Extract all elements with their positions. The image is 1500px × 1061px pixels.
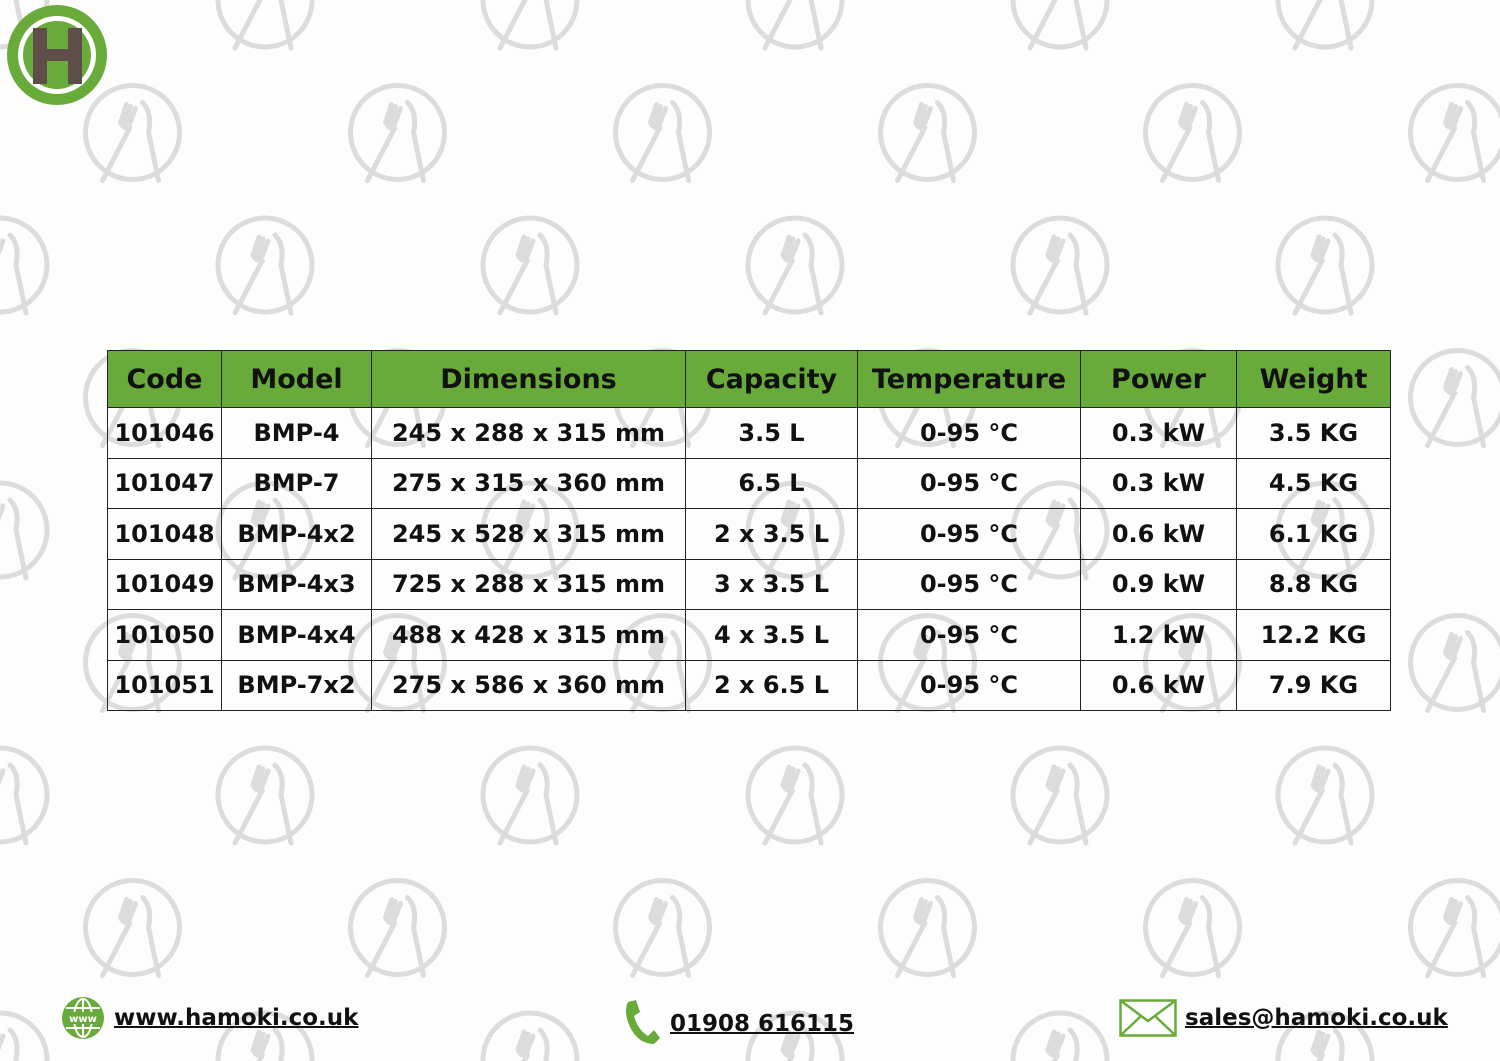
cell-model: BMP-4x2 — [221, 508, 372, 560]
table-row: 101046 BMP-4 245 x 288 x 315 mm 3.5 L 0-95 °… — [107, 407, 1391, 459]
footer-website[interactable]: www www.hamoki.co.uk — [60, 995, 358, 1041]
svg-text:www: www — [69, 1014, 97, 1025]
footer-phone[interactable]: 01908 616115 — [622, 998, 854, 1046]
cell-capacity: 2 x 6.5 L — [685, 659, 858, 711]
cell-dimensions: 488 x 428 x 315 mm — [371, 609, 686, 661]
cell-dimensions: 275 x 315 x 360 mm — [371, 457, 686, 509]
cell-model: BMP-7 — [221, 457, 372, 509]
cell-weight: 7.9 KG — [1236, 659, 1391, 711]
cell-capacity: 6.5 L — [685, 457, 858, 509]
cell-capacity: 2 x 3.5 L — [685, 508, 858, 560]
header-weight: Weight — [1236, 350, 1391, 408]
table-row: 101049 BMP-4x3 725 x 288 x 315 mm 3 x 3.5 L… — [107, 558, 1391, 610]
cell-capacity: 4 x 3.5 L — [685, 609, 858, 661]
cell-model: BMP-4x4 — [221, 609, 372, 661]
cell-power: 1.2 kW — [1080, 609, 1237, 661]
cell-power: 0.6 kW — [1080, 659, 1237, 711]
cell-capacity: 3.5 L — [685, 407, 858, 459]
cell-temperature: 0-95 °C — [857, 407, 1081, 459]
cell-dimensions: 245 x 528 x 315 mm — [371, 508, 686, 560]
cell-weight: 8.8 KG — [1236, 558, 1391, 610]
email-link[interactable]: sales@hamoki.co.uk — [1185, 1005, 1448, 1031]
table-row: 101050 BMP-4x4 488 x 428 x 315 mm 4 x 3.5 L… — [107, 609, 1391, 661]
header-code: Code — [107, 350, 222, 408]
cell-model: BMP-7x2 — [221, 659, 372, 711]
cell-power: 0.3 kW — [1080, 407, 1237, 459]
cell-power: 0.3 kW — [1080, 457, 1237, 509]
product-spec-table: Code Model Dimensions Capacity Temperatu… — [107, 350, 1391, 711]
table-row: 101048 BMP-4x2 245 x 528 x 315 mm 2 x 3.5 L… — [107, 508, 1391, 560]
header-model: Model — [221, 350, 372, 408]
header-power: Power — [1080, 350, 1237, 408]
phone-link[interactable]: 01908 616115 — [670, 1011, 855, 1037]
cell-model: BMP-4x3 — [221, 558, 372, 610]
header-capacity: Capacity — [685, 350, 858, 408]
table-row: 101047 BMP-7 275 x 315 x 360 mm 6.5 L 0-95 °… — [107, 457, 1391, 509]
cell-code: 101050 — [107, 609, 222, 661]
website-link[interactable]: www.hamoki.co.uk — [114, 1005, 359, 1031]
cell-dimensions: 245 x 288 x 315 mm — [371, 407, 686, 459]
cell-code: 101049 — [107, 558, 222, 610]
cell-power: 0.6 kW — [1080, 508, 1237, 560]
cell-model: BMP-4 — [221, 407, 372, 459]
cell-code: 101048 — [107, 508, 222, 560]
cell-temperature: 0-95 °C — [857, 457, 1081, 509]
header-temperature: Temperature — [857, 350, 1081, 408]
cell-temperature: 0-95 °C — [857, 558, 1081, 610]
table-row: 101051 BMP-7x2 275 x 586 x 360 mm 2 x 6.5 L… — [107, 659, 1391, 711]
cell-code: 101047 — [107, 457, 222, 509]
cell-weight: 3.5 KG — [1236, 407, 1391, 459]
header-dimensions: Dimensions — [371, 350, 686, 408]
cell-temperature: 0-95 °C — [857, 508, 1081, 560]
cell-weight: 6.1 KG — [1236, 508, 1391, 560]
cell-weight: 12.2 KG — [1236, 609, 1391, 661]
cell-capacity: 3 x 3.5 L — [685, 558, 858, 610]
footer-email[interactable]: sales@hamoki.co.uk — [1119, 999, 1448, 1037]
cell-code: 101051 — [107, 659, 222, 711]
phone-icon — [626, 1000, 660, 1044]
cell-dimensions: 725 x 288 x 315 mm — [371, 558, 686, 610]
hamoki-logo — [7, 5, 107, 105]
cell-power: 0.9 kW — [1080, 558, 1237, 610]
cell-temperature: 0-95 °C — [857, 609, 1081, 661]
envelope-icon — [1119, 999, 1177, 1037]
cell-dimensions: 275 x 586 x 360 mm — [371, 659, 686, 711]
cell-code: 101046 — [107, 407, 222, 459]
cell-temperature: 0-95 °C — [857, 659, 1081, 711]
cell-weight: 4.5 KG — [1236, 457, 1391, 509]
table-header-row: Code Model Dimensions Capacity Temperatu… — [107, 350, 1391, 408]
globe-www-icon: www — [62, 997, 104, 1039]
